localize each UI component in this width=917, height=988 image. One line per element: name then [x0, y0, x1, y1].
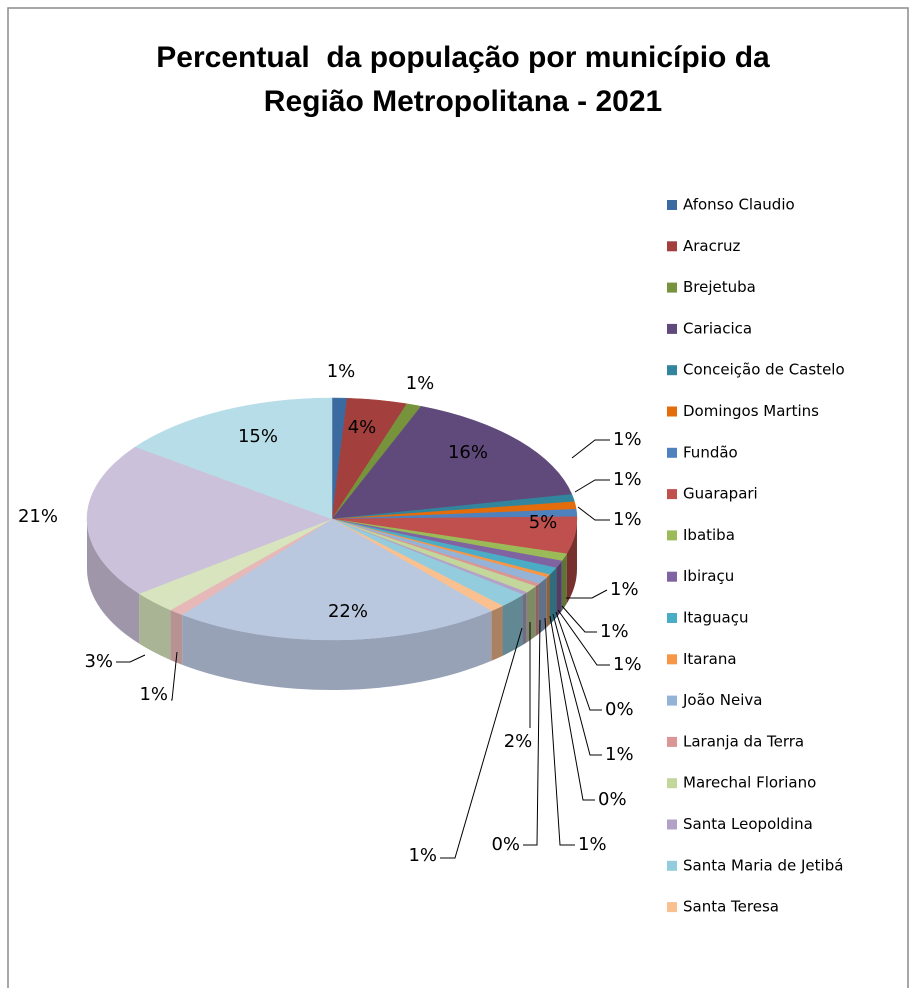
legend-label: Conceição de Castelo	[683, 361, 845, 379]
legend-label: Aracruz	[683, 237, 741, 255]
leader-line	[171, 651, 178, 701]
legend-label: Santa Leopoldina	[683, 815, 813, 833]
data-label: 16%	[448, 442, 488, 463]
data-label: 0%	[491, 834, 520, 855]
data-label: 0%	[598, 789, 627, 810]
legend-label: Fundão	[683, 443, 738, 461]
pie-slice-side	[549, 567, 557, 625]
legend-label: Ibiraçu	[683, 567, 734, 585]
legend-label: Itarana	[683, 650, 737, 668]
data-label: 1%	[408, 845, 437, 866]
legend-swatch	[667, 902, 677, 913]
pie-slice	[181, 518, 492, 641]
legend-label: Santa Maria de Jetibá	[683, 856, 843, 874]
data-label: 15%	[238, 426, 278, 447]
leader-line	[544, 617, 575, 846]
pie-slice-side	[139, 593, 171, 660]
data-label: 1%	[605, 744, 634, 765]
legend-swatch	[667, 819, 677, 830]
data-label: 1%	[327, 361, 356, 382]
pie-slice	[331, 406, 573, 520]
data-label: 1%	[613, 469, 642, 490]
pie-slice	[134, 397, 333, 520]
leader-line	[440, 627, 523, 859]
pie-slice-side	[523, 592, 527, 645]
legend-label: Laranja da Terra	[683, 732, 804, 750]
legend-label: Santa Teresa	[683, 898, 779, 916]
legend-label: Domingos Martins	[683, 402, 819, 420]
leader-line	[566, 589, 608, 599]
leader-line	[561, 605, 597, 633]
legend-swatch	[667, 365, 677, 376]
legend-swatch	[667, 282, 677, 293]
legend-swatch	[667, 447, 677, 458]
leader-line	[577, 506, 610, 521]
legend-label: Itaguaçu	[683, 609, 748, 627]
data-label: 21%	[18, 506, 58, 527]
pie-slice-side	[546, 574, 550, 628]
legend-swatch	[667, 860, 677, 871]
data-label: 1%	[613, 654, 642, 675]
legend-swatch	[667, 736, 677, 747]
data-label: 2%	[504, 731, 533, 752]
data-label: 22%	[328, 601, 368, 622]
data-label: 1%	[613, 429, 642, 450]
legend-label: Cariacica	[683, 319, 752, 337]
leader-line	[555, 611, 602, 711]
legend-swatch	[667, 571, 677, 582]
legend-swatch	[667, 613, 677, 623]
pie-slice-side	[535, 583, 539, 637]
leader-line	[574, 479, 610, 493]
pie-slice-side	[526, 586, 536, 643]
data-label: 1%	[610, 579, 639, 600]
leader-line	[571, 439, 610, 459]
leader-line	[549, 615, 595, 801]
data-label: 0%	[605, 699, 634, 720]
legend-swatch	[667, 323, 677, 334]
data-label: 1%	[139, 684, 168, 705]
chart-border	[7, 7, 909, 988]
data-label: 1%	[613, 509, 642, 530]
pie-slice-side	[182, 610, 492, 690]
data-label: 1%	[600, 621, 629, 642]
leader-line	[523, 619, 541, 846]
legend-label: Brejetuba	[683, 278, 756, 296]
pie-slice	[86, 446, 333, 594]
legend-swatch	[667, 489, 677, 500]
data-label: 5%	[529, 512, 558, 533]
legend-swatch	[667, 530, 677, 541]
leader-line	[552, 613, 602, 756]
chart-title: Percentual da população por município da…	[156, 41, 779, 118]
data-label: 3%	[84, 651, 113, 672]
legend-label: Afonso Claudio	[683, 196, 795, 214]
pie-slice-side	[556, 560, 562, 618]
legend-label: Guarapari	[683, 485, 758, 503]
legend-swatch	[667, 654, 677, 665]
legend-swatch	[667, 200, 677, 210]
legend-swatch	[667, 406, 677, 417]
pie-slice-side	[561, 553, 567, 611]
pie-slice-side	[491, 605, 503, 661]
legend-label: Ibatiba	[683, 526, 735, 544]
data-label: 4%	[348, 417, 377, 438]
pie-slice-side	[87, 519, 140, 644]
leader-line	[116, 654, 146, 663]
pie-slice-side	[170, 609, 183, 665]
legend-label: João Neiva	[682, 691, 762, 709]
legend-label: Marechal Floriano	[683, 774, 816, 792]
leader-line	[557, 609, 610, 666]
data-label: 1%	[578, 834, 607, 855]
data-label: 1%	[406, 373, 435, 394]
pie-slice-side	[566, 519, 577, 604]
legend-swatch	[667, 778, 677, 789]
legend-swatch	[667, 695, 677, 706]
legend-swatch	[667, 241, 677, 252]
